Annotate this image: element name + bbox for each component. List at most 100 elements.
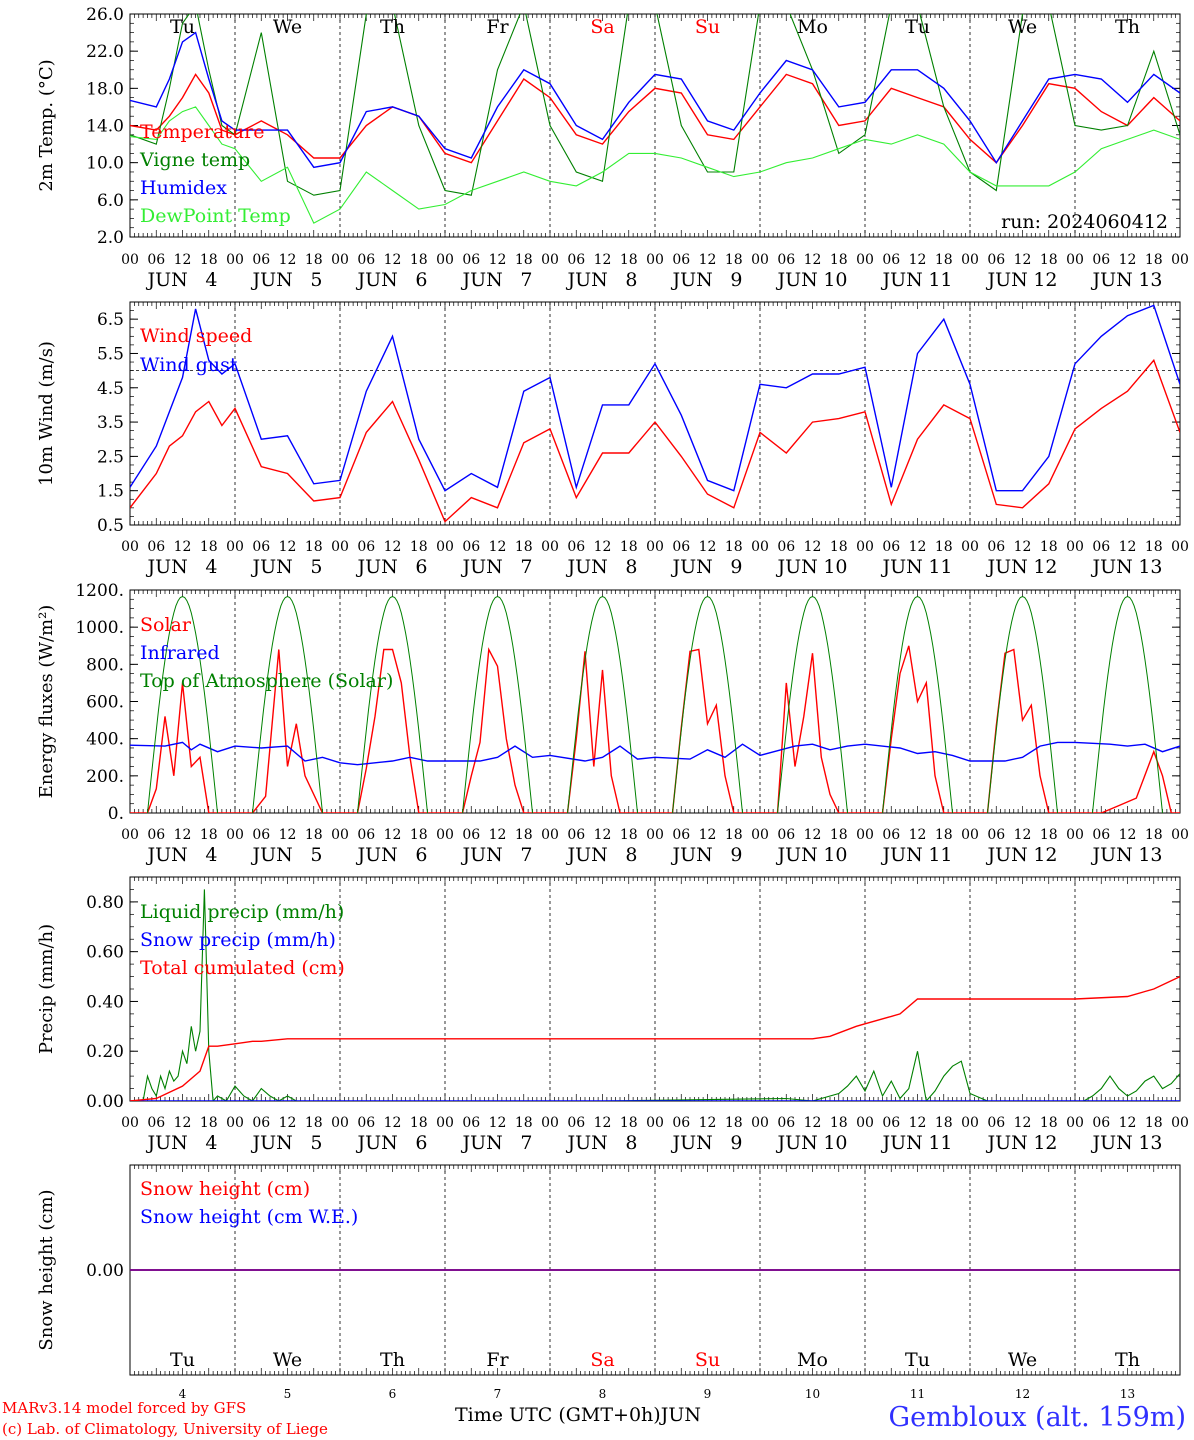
hour-tick-label: 00	[646, 827, 664, 843]
legend-entry: Total cumulated (cm)	[140, 957, 345, 979]
run-annotation: run: 2024060412	[1001, 211, 1168, 233]
hour-tick-label: 18	[620, 1115, 638, 1131]
hour-tick-label: 00	[331, 539, 349, 555]
hour-tick-label: 06	[357, 252, 375, 268]
hour-tick-label: 00	[541, 1115, 559, 1131]
panel-2: 0.5 1.5 2.5 3.5 4.5 5.5 6.5 10m Wind (m/s) Wind …	[36, 301, 1189, 578]
date-month-label: JUN	[461, 269, 503, 291]
date-day-label: 5	[310, 269, 322, 291]
hour-tick-label: 00	[1066, 539, 1084, 555]
hour-tick-label: 06	[567, 539, 585, 555]
y-tick-label: 0.20	[86, 1042, 124, 1062]
date-month-label: JUN	[881, 1132, 923, 1154]
y-tick-label: 14.0	[86, 117, 124, 137]
day-name-top: We	[1008, 16, 1037, 38]
hour-tick-label: 06	[567, 827, 585, 843]
date-day-label: 12	[1033, 556, 1057, 578]
hour-tick-label: 00	[541, 252, 559, 268]
hour-tick-label: 18	[830, 1115, 848, 1131]
hour-tick-label: 18	[1145, 827, 1163, 843]
hour-tick-label: 00	[226, 252, 244, 268]
hour-tick-label: 18	[620, 539, 638, 555]
date-month-label: JUN	[1091, 844, 1133, 866]
y-tick-label: 0.	[108, 804, 124, 824]
series-group	[130, 14, 1180, 224]
hour-tick-label: 12	[1014, 827, 1032, 843]
date-month-label: JUN	[146, 556, 188, 578]
hour-tick-label: 06	[672, 539, 690, 555]
hour-tick-label: 06	[777, 252, 795, 268]
hour-tick-label: 12	[384, 1115, 402, 1131]
date-day-label: 10	[823, 1132, 847, 1154]
y-tick-label: 26.0	[86, 5, 124, 25]
series-toa-solar-day-9	[987, 595, 1058, 813]
date-day-label: 9	[730, 556, 742, 578]
legend-entry: DewPoint Temp	[140, 205, 291, 227]
hour-tick-label: 12	[594, 827, 612, 843]
date-number-bottom: 8	[599, 1387, 607, 1401]
date-month-label: JUN	[776, 1132, 818, 1154]
hour-tick-label: 06	[567, 1115, 585, 1131]
hour-tick-label: 12	[1014, 252, 1032, 268]
y-tick-label: 2.0	[97, 228, 124, 248]
hour-tick-label: 12	[489, 252, 507, 268]
hour-tick-label: 18	[1145, 539, 1163, 555]
hour-tick-label: 12	[594, 252, 612, 268]
hour-tick-label: 00	[541, 827, 559, 843]
hour-tick-label: 06	[252, 827, 270, 843]
day-name-top: Tu	[905, 16, 930, 38]
hour-tick-label: 06	[1092, 1115, 1110, 1131]
date-number-bottom: 4	[179, 1387, 187, 1401]
date-month-label: JUN	[566, 269, 608, 291]
hour-tick-label: 18	[725, 827, 743, 843]
date-month-label: JUN	[776, 269, 818, 291]
hour-tick-label: 12	[384, 539, 402, 555]
date-month-label: JUN	[986, 1132, 1028, 1154]
hour-tick-label: 18	[725, 1115, 743, 1131]
hour-tick-label: 06	[672, 1115, 690, 1131]
hour-tick-label: 06	[1092, 827, 1110, 843]
hour-tick-label: 00	[121, 539, 139, 555]
date-day-label: 6	[415, 1132, 427, 1154]
y-axis-label: Snow height (cm)	[36, 1189, 57, 1350]
date-day-label: 11	[928, 556, 952, 578]
hour-tick-label: 12	[909, 1115, 927, 1131]
legend-entry: Vigne temp	[139, 149, 250, 171]
hour-tick-label: 18	[830, 827, 848, 843]
hour-tick-label: 00	[646, 1115, 664, 1131]
hour-tick-label: 06	[672, 252, 690, 268]
hour-tick-label: 12	[489, 827, 507, 843]
date-day-label: 12	[1033, 844, 1057, 866]
day-name-bottom: Fr	[486, 1349, 509, 1371]
date-day-label: 5	[310, 1132, 322, 1154]
footer-credits: MARv3.14 model forced by GFS (c) Lab. of…	[2, 1398, 328, 1440]
hour-tick-label: 06	[147, 1115, 165, 1131]
date-day-label: 8	[625, 269, 637, 291]
date-day-label: 11	[928, 1132, 952, 1154]
hour-tick-label: 00	[1066, 827, 1084, 843]
date-day-label: 4	[205, 844, 217, 866]
hour-tick-label: 06	[987, 827, 1005, 843]
hour-tick-label: 12	[909, 827, 927, 843]
series-humidex	[130, 31, 1180, 169]
hour-tick-label: 12	[174, 539, 192, 555]
date-day-label: 6	[415, 556, 427, 578]
hour-tick-label: 06	[252, 1115, 270, 1131]
legend-entry: Top of Atmosphere (Solar)	[140, 670, 393, 692]
day-name-top: We	[273, 16, 302, 38]
date-month-label: JUN	[776, 844, 818, 866]
legend-entry: Wind gust	[140, 354, 238, 376]
hour-tick-label: 00	[961, 252, 979, 268]
date-month-label: JUN	[881, 269, 923, 291]
hour-tick-label: 12	[594, 1115, 612, 1131]
hour-tick-label: 00	[856, 827, 874, 843]
day-name-bottom: We	[273, 1349, 302, 1371]
hour-tick-label: 12	[699, 539, 717, 555]
day-name-top: Su	[695, 16, 720, 38]
day-name-bottom: Th	[1115, 1349, 1140, 1371]
hour-tick-label: 06	[987, 252, 1005, 268]
hour-tick-label: 12	[384, 252, 402, 268]
hour-tick-label: 06	[987, 539, 1005, 555]
y-tick-label: 2.5	[97, 447, 124, 467]
